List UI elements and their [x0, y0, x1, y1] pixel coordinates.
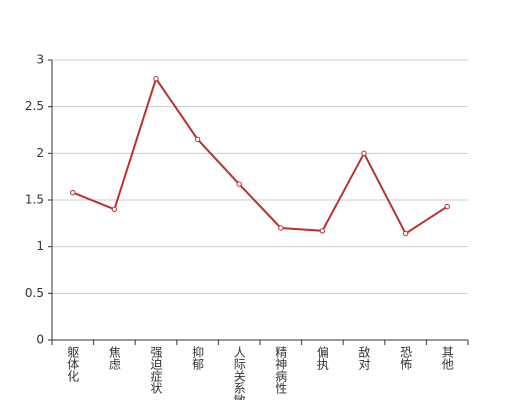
data-point [361, 150, 367, 157]
x-tick-label: 其他 [440, 346, 454, 370]
y-tick-label: 1 [36, 239, 44, 253]
data-point [236, 181, 242, 187]
data-point [111, 206, 118, 213]
y-tick-label: 1.5 [25, 193, 44, 207]
y-tick-label: 2 [36, 146, 44, 160]
x-tick-label: 偏执 [315, 345, 329, 371]
x-tick-label: 强迫症状 [149, 346, 163, 394]
x-tick-label: 精神病性 [274, 346, 288, 395]
x-tick-label: 敌对 [357, 345, 371, 370]
y-tick-label: 2.5 [25, 99, 44, 113]
y-tick-label: 3 [36, 53, 44, 67]
data-point [70, 189, 76, 196]
data-line [72, 76, 448, 236]
x-tick-label: 焦虑 [107, 346, 121, 370]
data-point [278, 225, 284, 231]
data-point [319, 228, 326, 234]
y-tick-label: 0.5 [25, 286, 44, 300]
x-tick-label: 抑郁 [191, 345, 205, 371]
data-point [194, 136, 201, 143]
x-tick-label: 躯体化 [66, 345, 80, 383]
x-tick-label: 恐怖 [399, 346, 413, 370]
x-tick-label: 人际关系敏感 [232, 346, 246, 400]
data-point [153, 75, 159, 82]
data-point [444, 203, 450, 210]
y-tick-label: 0 [36, 333, 44, 347]
data-point [402, 230, 409, 237]
